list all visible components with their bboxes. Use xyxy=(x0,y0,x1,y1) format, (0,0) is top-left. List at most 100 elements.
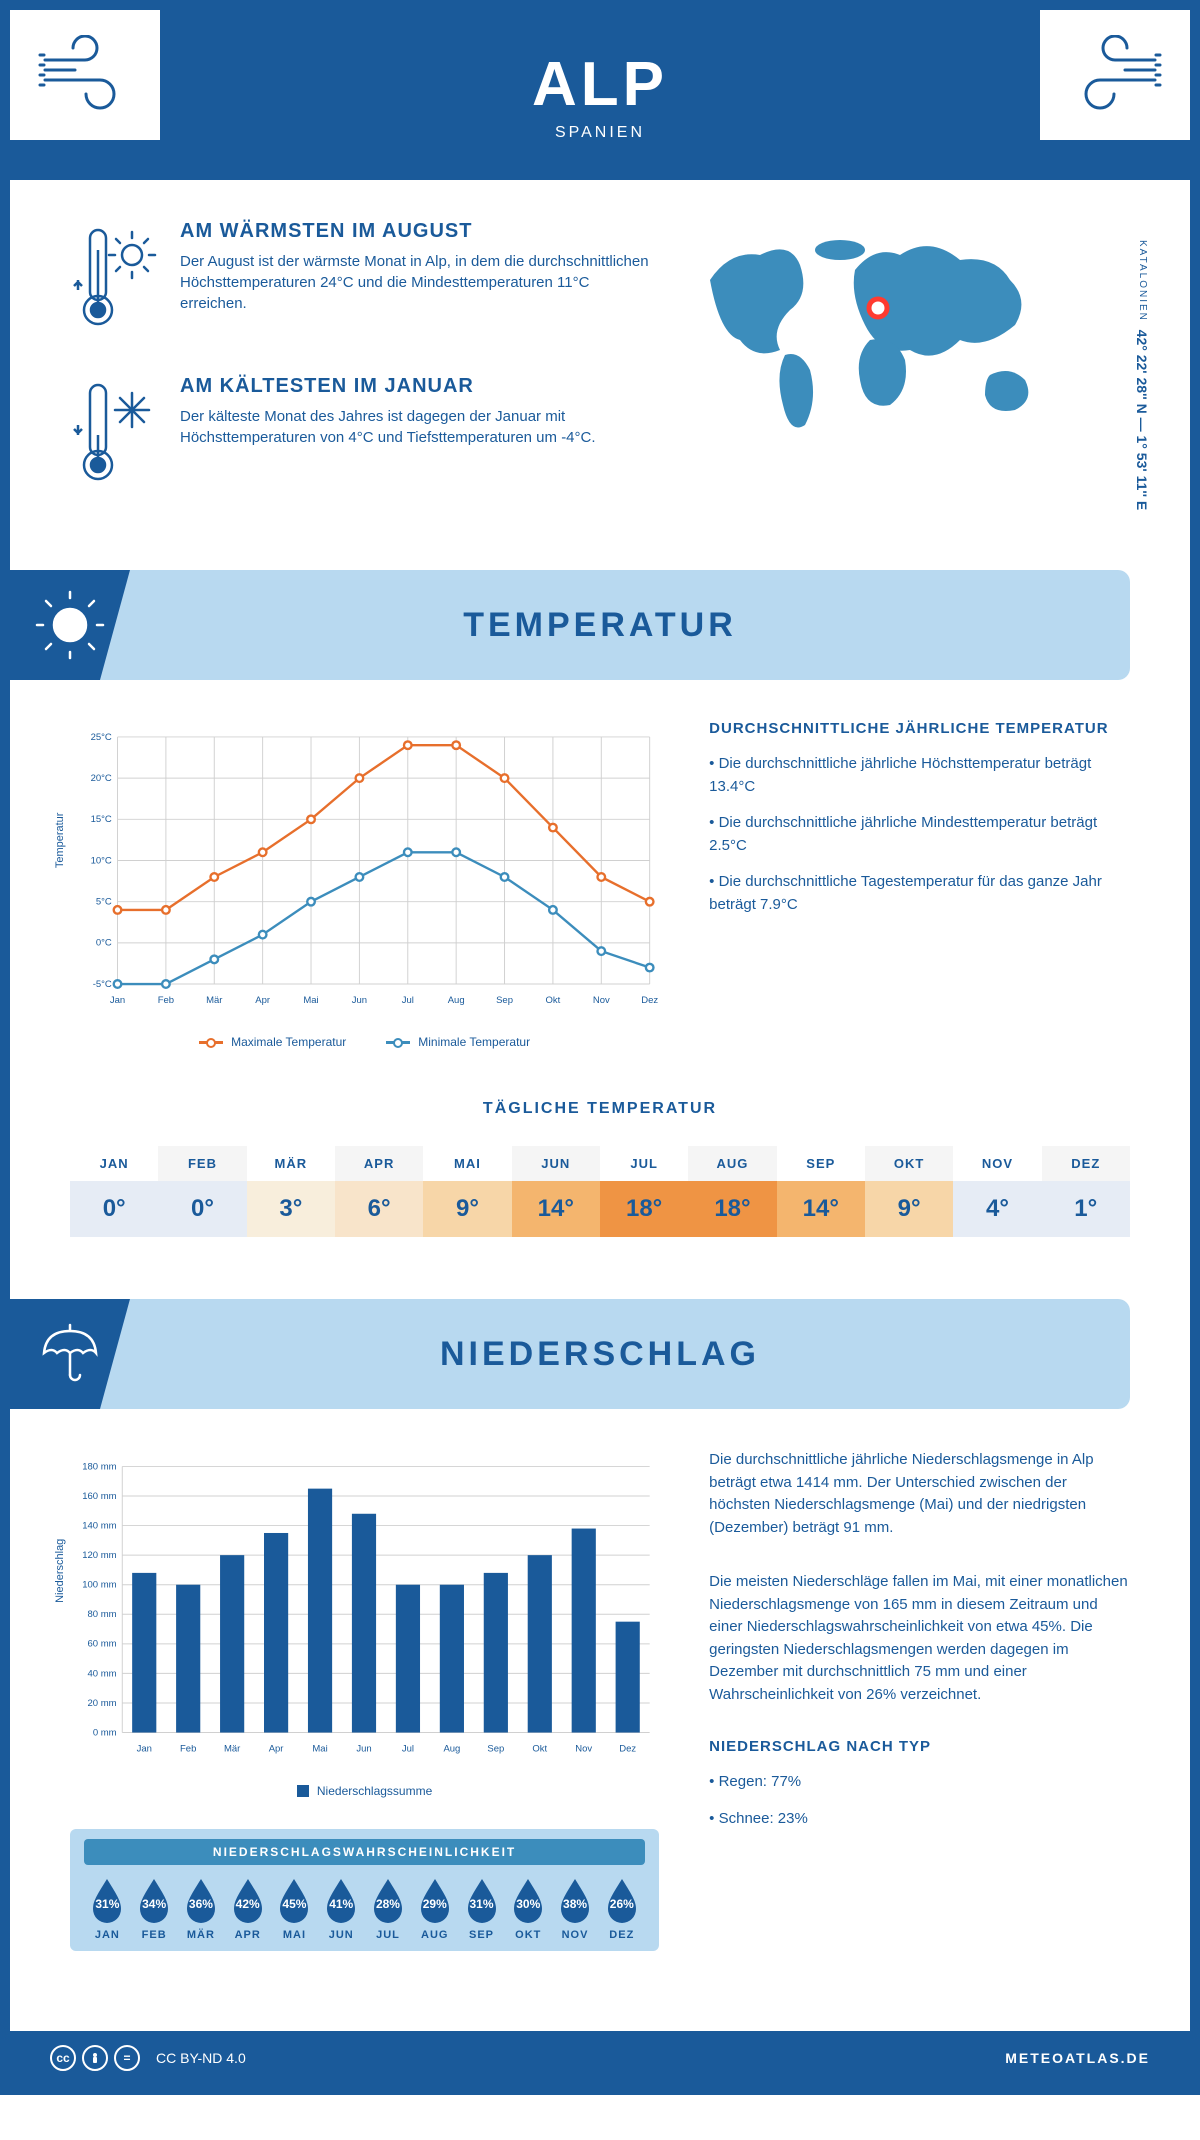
svg-text:20 mm: 20 mm xyxy=(88,1698,117,1709)
temperature-info: DURCHSCHNITTLICHE JÄHRLICHE TEMPERATUR •… xyxy=(709,720,1130,1060)
legend-max: Maximale Temperatur xyxy=(199,1035,346,1049)
daily-temp-cell: MÄR 3° xyxy=(247,1134,335,1249)
prob-cell: 26% DEZ xyxy=(598,1875,645,1941)
page-title: ALP xyxy=(532,49,668,120)
svg-text:0°C: 0°C xyxy=(96,938,112,949)
prob-cell: 38% NOV xyxy=(552,1875,599,1941)
raindrop-icon: 30% xyxy=(508,1875,548,1925)
svg-text:140 mm: 140 mm xyxy=(82,1520,116,1531)
raindrop-icon: 26% xyxy=(602,1875,642,1925)
svg-text:40 mm: 40 mm xyxy=(88,1668,117,1679)
prob-cell: 31% SEP xyxy=(458,1875,505,1941)
coordinates: KATALONIEN 42° 22' 28'' N — 1° 53' 11'' … xyxy=(1134,240,1150,510)
svg-text:Okt: Okt xyxy=(546,995,561,1006)
svg-text:Feb: Feb xyxy=(180,1744,196,1755)
raindrop-icon: 31% xyxy=(462,1875,502,1925)
svg-text:60 mm: 60 mm xyxy=(88,1639,117,1650)
svg-text:Sep: Sep xyxy=(487,1744,504,1755)
raindrop-icon: 29% xyxy=(415,1875,455,1925)
warmest-title: AM WÄRMSTEN IM AUGUST xyxy=(180,220,650,243)
raindrop-icon: 38% xyxy=(555,1875,595,1925)
svg-text:160 mm: 160 mm xyxy=(82,1491,116,1502)
wind-icon xyxy=(1040,10,1190,140)
umbrella-icon xyxy=(10,1299,130,1409)
svg-text:Feb: Feb xyxy=(158,995,174,1006)
precipitation-title: NIEDERSCHLAG xyxy=(440,1335,760,1374)
svg-text:Nov: Nov xyxy=(593,995,610,1006)
prob-cell: 42% APR xyxy=(224,1875,271,1941)
prob-cell: 30% OKT xyxy=(505,1875,552,1941)
coldest-text: Der kälteste Monat des Jahres ist dagege… xyxy=(180,406,650,448)
daily-temp-cell: DEZ 1° xyxy=(1042,1134,1130,1249)
svg-text:Jul: Jul xyxy=(402,995,414,1006)
site-name: METEOATLAS.DE xyxy=(1005,2050,1150,2066)
prob-cell: 45% MAI xyxy=(271,1875,318,1941)
prob-cell: 34% FEB xyxy=(131,1875,178,1941)
svg-text:Jan: Jan xyxy=(137,1744,152,1755)
prob-cell: 41% JUN xyxy=(318,1875,365,1941)
raindrop-icon: 31% xyxy=(87,1875,127,1925)
svg-text:Jul: Jul xyxy=(402,1744,414,1755)
raindrop-icon: 42% xyxy=(228,1875,268,1925)
prob-cell: 29% AUG xyxy=(411,1875,458,1941)
svg-text:0 mm: 0 mm xyxy=(93,1727,117,1738)
svg-text:15°C: 15°C xyxy=(91,814,112,825)
svg-text:Apr: Apr xyxy=(269,1744,284,1755)
daily-temp-cell: OKT 9° xyxy=(865,1134,953,1249)
temp-info-point: • Die durchschnittliche Tagestemperatur … xyxy=(709,871,1130,916)
precipitation-info: Die durchschnittliche jährliche Niedersc… xyxy=(709,1449,1130,1951)
daily-temp-cell: JAN 0° xyxy=(70,1134,158,1249)
daily-temp-cell: NOV 4° xyxy=(953,1134,1041,1249)
cc-icon: cc xyxy=(50,2045,76,2071)
map-marker-icon xyxy=(869,299,887,317)
world-map xyxy=(690,220,1090,440)
temperature-section-banner: TEMPERATUR xyxy=(10,570,1130,680)
svg-text:100 mm: 100 mm xyxy=(82,1580,116,1591)
svg-text:Jun: Jun xyxy=(352,995,367,1006)
daily-temp-title: TÄGLICHE TEMPERATUR xyxy=(70,1100,1130,1118)
daily-temp-cell: MAI 9° xyxy=(423,1134,511,1249)
raindrop-icon: 41% xyxy=(321,1875,361,1925)
prob-cell: 28% JUL xyxy=(365,1875,412,1941)
prob-cell: 36% MÄR xyxy=(178,1875,225,1941)
svg-text:Okt: Okt xyxy=(532,1744,547,1755)
daily-temp-cell: JUN 14° xyxy=(512,1134,600,1249)
legend-min: Minimale Temperatur xyxy=(386,1035,530,1049)
page-subtitle: SPANIEN xyxy=(532,124,668,142)
svg-text:20°C: 20°C xyxy=(91,773,112,784)
license-text: CC BY-ND 4.0 xyxy=(156,2050,246,2066)
precip-type-point: • Schnee: 23% xyxy=(709,1808,1130,1831)
page-header: ALP SPANIEN xyxy=(10,10,1190,180)
svg-text:Apr: Apr xyxy=(255,995,270,1006)
sun-icon xyxy=(10,570,130,680)
page-footer: cc = CC BY-ND 4.0 METEOATLAS.DE xyxy=(10,2031,1190,2085)
temperature-line-chart: Temperatur -5°C0°C5°C10°C15°C20°C25°CJan… xyxy=(70,720,659,1060)
svg-text:Sep: Sep xyxy=(496,995,513,1006)
precip-type-point: • Regen: 77% xyxy=(709,1771,1130,1794)
svg-text:-5°C: -5°C xyxy=(93,979,112,990)
svg-text:Nov: Nov xyxy=(575,1744,592,1755)
temp-info-point: • Die durchschnittliche jährliche Mindes… xyxy=(709,812,1130,857)
legend-precip: Niederschlagssumme xyxy=(297,1784,432,1798)
raindrop-icon: 36% xyxy=(181,1875,221,1925)
temperature-title: TEMPERATUR xyxy=(463,606,737,645)
daily-temp-table: JAN 0° FEB 0° MÄR 3° APR 6° MAI 9° JUN 1… xyxy=(70,1134,1130,1249)
svg-text:Aug: Aug xyxy=(443,1744,460,1755)
svg-text:Aug: Aug xyxy=(448,995,465,1006)
svg-text:Mär: Mär xyxy=(206,995,222,1006)
svg-text:180 mm: 180 mm xyxy=(82,1461,116,1472)
raindrop-icon: 45% xyxy=(274,1875,314,1925)
precipitation-section-banner: NIEDERSCHLAG xyxy=(10,1299,1130,1409)
warmest-summary: AM WÄRMSTEN IM AUGUST Der August ist der… xyxy=(70,220,650,345)
precipitation-probability-table: NIEDERSCHLAGSWAHRSCHEINLICHKEIT 31% JAN … xyxy=(70,1829,659,1951)
svg-text:Jan: Jan xyxy=(110,995,125,1006)
daily-temp-cell: APR 6° xyxy=(335,1134,423,1249)
svg-text:80 mm: 80 mm xyxy=(88,1609,117,1620)
svg-text:10°C: 10°C xyxy=(91,855,112,866)
svg-text:Jun: Jun xyxy=(356,1744,371,1755)
thermometer-sun-icon xyxy=(70,220,160,345)
daily-temp-cell: FEB 0° xyxy=(158,1134,246,1249)
daily-temp-cell: SEP 14° xyxy=(777,1134,865,1249)
thermometer-snow-icon xyxy=(70,375,160,500)
svg-text:5°C: 5°C xyxy=(96,897,112,908)
